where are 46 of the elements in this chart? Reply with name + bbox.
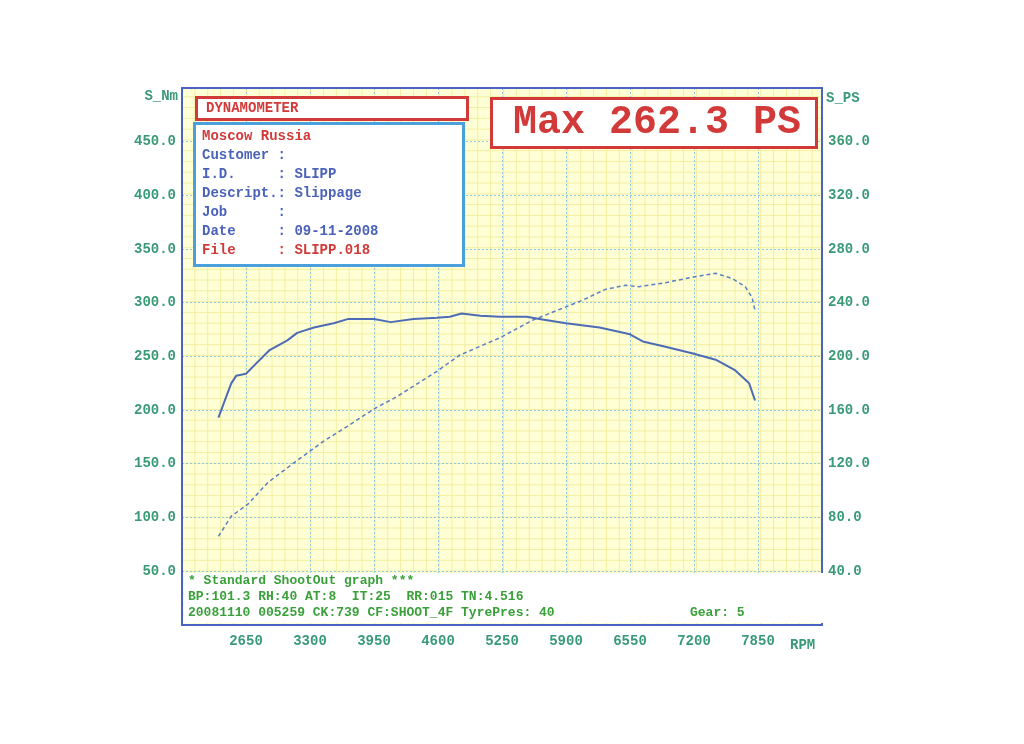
annotation: Job :	[202, 203, 287, 222]
y2-tick-label: 200.0	[828, 348, 871, 365]
y-tick-label: 150.0	[133, 455, 176, 472]
y2-tick-label: 80.0	[828, 509, 862, 526]
annotation: BP:101.3 RH:40 AT:8 IT:25 RR:015 TN:4.516	[188, 589, 525, 605]
annotation: Customer :	[202, 146, 287, 165]
annotation: DYNAMOMETER	[206, 99, 300, 118]
x-tick-label: 3300	[293, 632, 327, 649]
y2-tick-label: 360.0	[828, 133, 871, 150]
annotation: Max 262.3 PS	[511, 100, 802, 146]
y2-tick-label: 280.0	[828, 240, 871, 257]
y-tick-label: 50.0	[142, 562, 176, 579]
y-tick-label: 350.0	[133, 240, 176, 257]
annotation: I.D. : SLIPP	[202, 165, 338, 184]
x-tick-label: 3950	[357, 632, 391, 649]
annotation: Gear: 5	[690, 605, 745, 621]
x-axis-title: RPM	[790, 636, 816, 653]
x-tick-label: 7850	[741, 632, 775, 649]
max-panel: Max 262.3 PS	[490, 97, 818, 149]
line-series	[217, 272, 756, 538]
header-panel: DYNAMOMETER	[195, 96, 469, 121]
y2-axis-title: S_PS	[826, 89, 860, 106]
annotation: * Standard ShootOut graph ***	[188, 573, 416, 589]
x-tick-label: 6550	[613, 632, 647, 649]
y2-tick-label: 120.0	[828, 455, 871, 472]
y2-tick-label: 240.0	[828, 294, 871, 311]
x-tick-label: 4600	[421, 632, 455, 649]
x-tick-label: 7200	[677, 632, 711, 649]
annotation: File : SLIPP.018	[202, 241, 372, 260]
y-tick-label: 250.0	[133, 348, 176, 365]
annotation: Date : 09-11-2008	[202, 222, 380, 241]
y2-tick-label: 40.0	[828, 562, 862, 579]
y-tick-label: 450.0	[133, 133, 176, 150]
y2-tick-label: 160.0	[828, 401, 871, 418]
x-tick-label: 2650	[229, 632, 263, 649]
y-tick-label: 300.0	[133, 294, 176, 311]
y-axis-title: S_Nm	[144, 87, 178, 104]
y2-tick-label: 320.0	[828, 186, 871, 203]
y-tick-label: 100.0	[133, 509, 176, 526]
annotation: 20081110 005259 CK:739 CF:SHOOT_4F TyrePres: 40	[188, 605, 555, 620]
y-tick-label: 200.0	[133, 401, 176, 418]
annotation: Descript.: Slippage	[202, 184, 363, 203]
annotation: Moscow Russia	[202, 127, 313, 146]
x-tick-label: 5900	[549, 632, 583, 649]
y-tick-label: 400.0	[133, 186, 176, 203]
x-tick-label: 5250	[485, 632, 519, 649]
